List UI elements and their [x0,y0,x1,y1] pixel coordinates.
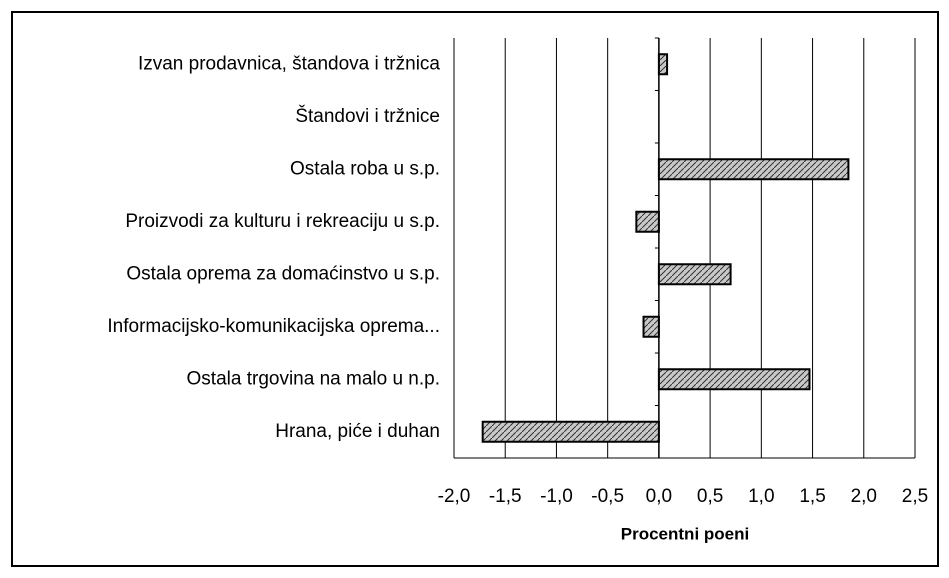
x-tick-label: -0,5 [591,486,624,507]
x-tick-label: 0,5 [697,486,723,507]
y-tick-label: Ostala roba u s.p. [290,158,440,179]
bar [657,368,811,391]
y-tick-label: Ostala oprema za domaćinstvo u s.p. [126,263,440,284]
y-tick-label: Štandovi i tržnice [295,105,440,127]
frame [11,11,939,567]
y-tick-label: Izvan prodavnica, štandova i tržnica [138,53,440,74]
bar [657,158,850,181]
bar [657,263,732,286]
y-tick-label: Hrana, piće i duhan [275,421,440,442]
x-axis-title: Procentni poeni [621,524,749,543]
x-tick-label: 1,0 [748,486,774,507]
x-tick-label: 0,0 [646,486,672,507]
x-tick-label: 2,5 [902,486,928,507]
x-tick-label: -1,5 [489,486,522,507]
y-tick-label: Informacijsko-komunikacijska oprema... [107,316,440,337]
x-tick-label: 2,0 [851,486,877,507]
x-tick-label: -1,0 [540,486,573,507]
y-tick-label: Proizvodi za kulturu i rekreaciju u s.p. [125,211,440,232]
bar [635,210,660,233]
x-tick-label: 1,5 [799,486,825,507]
bar [481,420,660,443]
x-tick-label: -2,0 [438,486,471,507]
y-tick-label: Ostala trgovina na malo u n.p. [187,368,440,389]
bar [642,315,660,338]
bar [657,53,669,76]
